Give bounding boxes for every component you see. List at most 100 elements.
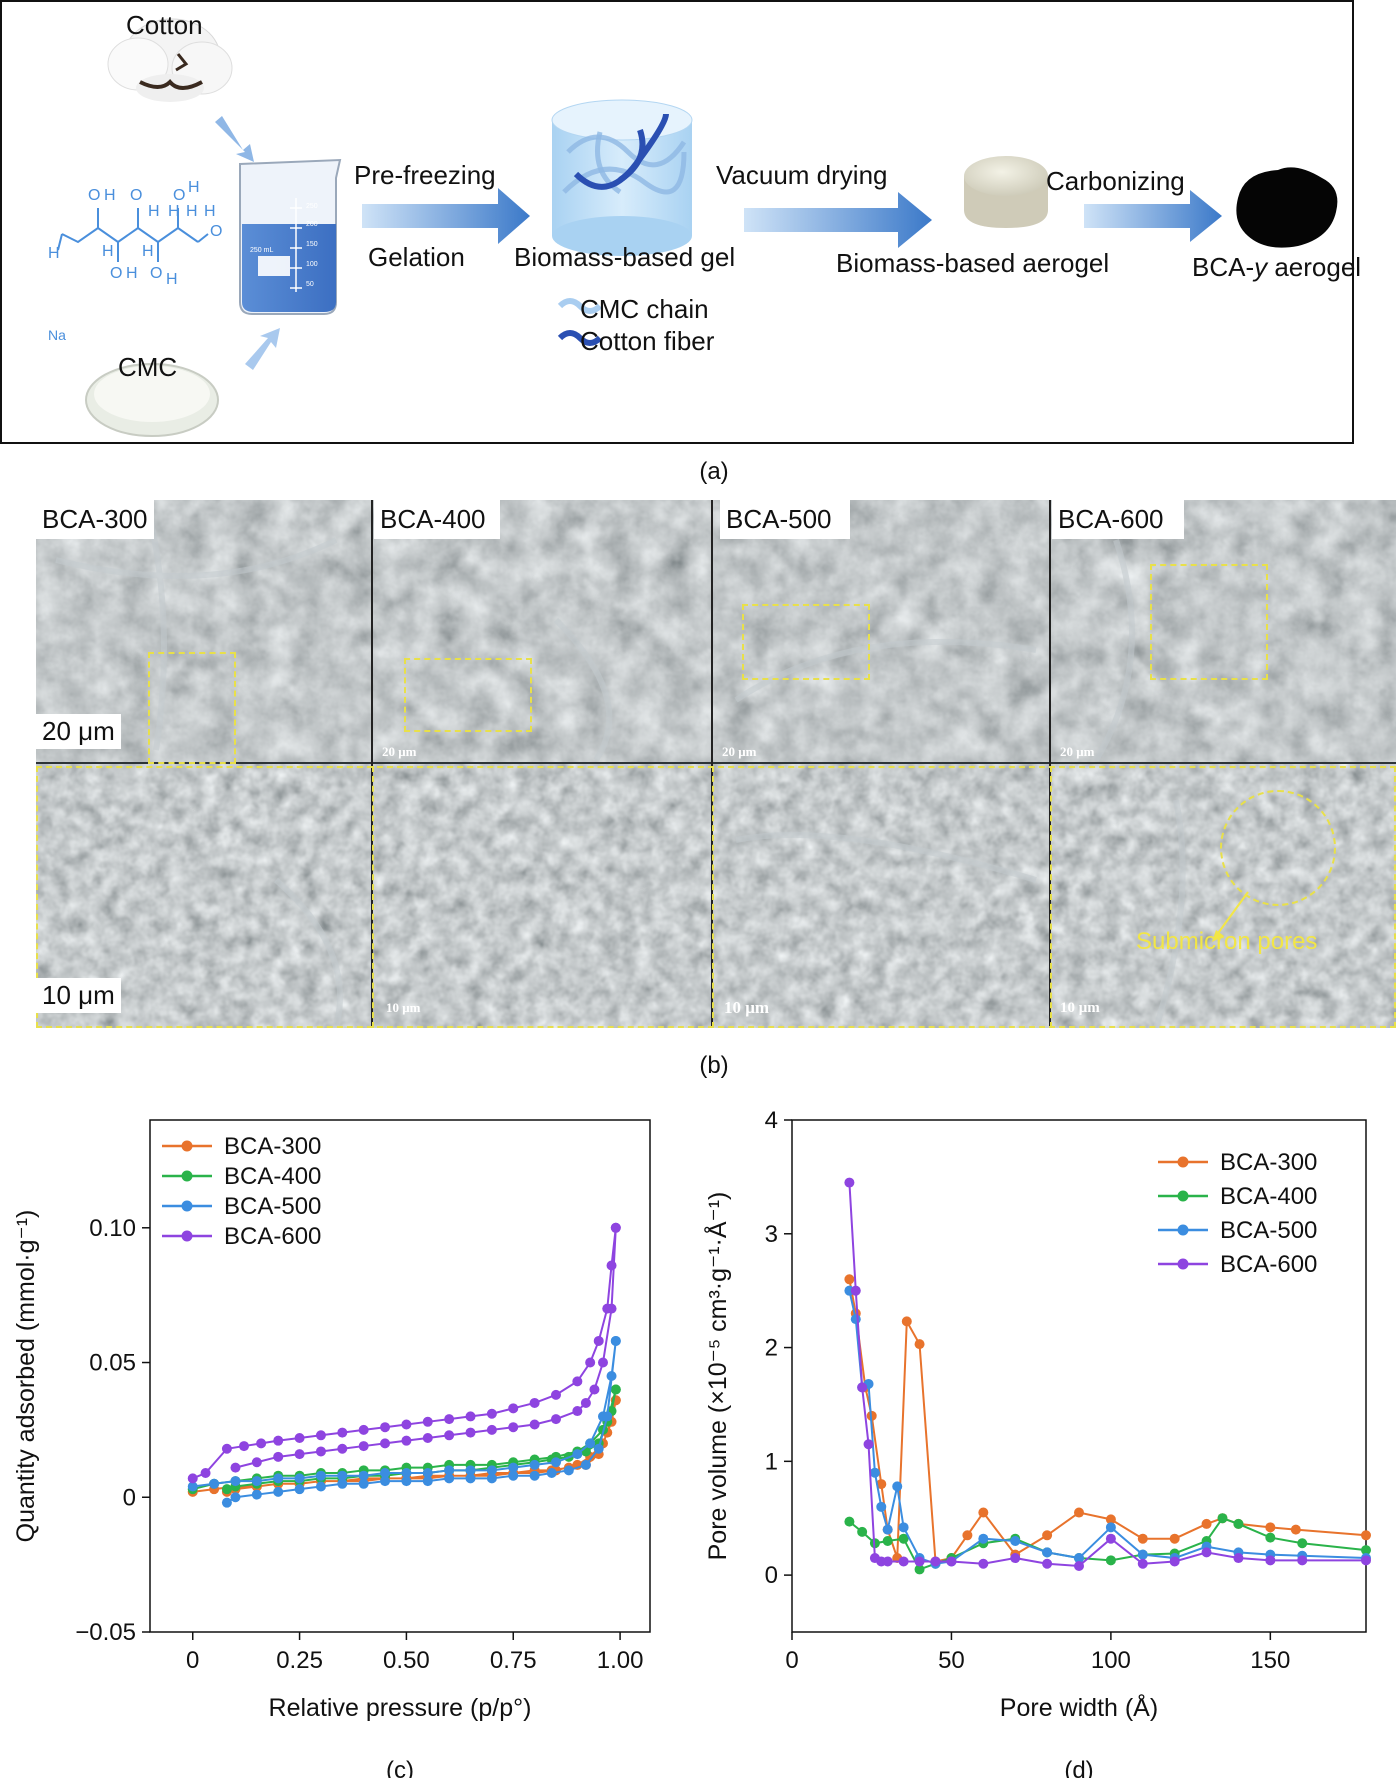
data-point [294, 1484, 305, 1495]
data-point [898, 1522, 909, 1533]
cmc-powder-image [85, 363, 219, 437]
data-point [606, 1303, 617, 1314]
data-point [251, 1457, 262, 1468]
data-point [863, 1439, 874, 1450]
bca-aerogel-image [1236, 167, 1338, 248]
data-point [593, 1443, 604, 1454]
data-point [251, 1489, 262, 1500]
data-point [529, 1397, 540, 1408]
atom-label: H [186, 203, 198, 220]
atom-label: H [204, 203, 216, 220]
step-3-top-label: Carbonizing [1046, 166, 1185, 196]
data-point [401, 1468, 412, 1479]
data-point [401, 1419, 412, 1430]
data-point [358, 1441, 369, 1452]
data-point [1297, 1555, 1308, 1566]
data-point [1265, 1532, 1276, 1543]
zoom-region-500 [742, 604, 870, 680]
scale-bar-top-400: 20 μm [382, 744, 417, 759]
legend-marker [181, 1200, 193, 1212]
data-point [401, 1476, 412, 1487]
data-point [914, 1339, 925, 1350]
data-point [610, 1384, 621, 1395]
zoom-divider [372, 766, 374, 1028]
y-tick-label: 2 [765, 1335, 778, 1362]
data-point [978, 1533, 989, 1544]
data-point [465, 1411, 476, 1422]
cmc-chain-legend-label: CMC chain [580, 294, 709, 324]
data-point [273, 1486, 284, 1497]
data-point [294, 1449, 305, 1460]
data-point [550, 1414, 561, 1425]
sem-label-600: BCA-600 [1052, 500, 1184, 539]
data-point [1010, 1553, 1021, 1564]
data-point [593, 1335, 604, 1346]
submicron-pores-label: Submicron pores [1136, 928, 1318, 955]
data-point [1169, 1556, 1180, 1567]
data-point [1169, 1533, 1180, 1544]
step-2-top-label: Vacuum drying [716, 160, 888, 190]
panel-caption: (d) [1064, 1757, 1093, 1778]
data-point [315, 1481, 326, 1492]
data-point [380, 1476, 391, 1487]
data-point [1297, 1538, 1308, 1549]
data-point [529, 1419, 540, 1430]
data-point [580, 1397, 591, 1408]
legend-label: BCA-500 [224, 1193, 321, 1220]
data-point [563, 1465, 574, 1476]
data-point [1290, 1524, 1301, 1535]
data-point [882, 1524, 893, 1535]
sem-label-300: BCA-300 [36, 500, 154, 539]
data-point [1074, 1507, 1084, 1518]
cmc-chain-legend-icon [557, 298, 603, 314]
data-point [850, 1314, 861, 1325]
legend-label: BCA-400 [224, 1163, 321, 1190]
data-point [589, 1384, 600, 1395]
data-point [550, 1457, 561, 1468]
atom-label: H [166, 271, 178, 288]
x-tick-label: 1.00 [597, 1647, 644, 1674]
data-point [315, 1470, 326, 1481]
step-1-top-label: Pre-freezing [354, 160, 496, 190]
data-point [486, 1424, 497, 1435]
data-point [1201, 1518, 1212, 1529]
atom-label: O [130, 187, 142, 204]
cotton-fiber-legend-label: Cotton fiber [580, 326, 715, 356]
atom-label: H [102, 243, 114, 260]
x-axis-label: Pore width (Å) [1000, 1692, 1158, 1722]
beaker-tick: 200 [306, 221, 318, 228]
y-axis-label: Pore volume (×10⁻⁵ cm³·g⁻¹·Å⁻¹) [702, 1192, 732, 1561]
scale-bar-bottom-500: 10 μm [724, 998, 770, 1017]
beaker-tick: 50 [306, 281, 314, 288]
data-point [1217, 1513, 1228, 1524]
data-point [294, 1473, 305, 1484]
beaker-tick: 250 [306, 203, 318, 210]
series-line-bca-600 [192, 1227, 617, 1480]
aerogel-image [964, 156, 1048, 228]
data-point [465, 1427, 476, 1438]
scale-bar-top-300: 20 μm [36, 714, 121, 749]
legend-label: BCA-500 [1220, 1217, 1317, 1244]
data-point [486, 1473, 497, 1484]
zoom-region-300 [148, 652, 236, 764]
scale-bar-top-500: 20 μm [722, 744, 757, 759]
panel-a-frame [0, 0, 1354, 444]
data-point [508, 1422, 519, 1433]
data-point [1105, 1533, 1116, 1544]
zoom-divider [1050, 766, 1052, 1028]
data-point [422, 1468, 433, 1479]
data-point [486, 1465, 497, 1476]
bca-aerogel-label: BCA-y aerogel [1192, 252, 1361, 283]
legend-label: BCA-600 [224, 1223, 321, 1250]
data-point [882, 1556, 893, 1567]
data-point [857, 1526, 868, 1537]
scale-bar-top-600: 20 μm [1060, 744, 1095, 759]
data-point [209, 1478, 220, 1489]
x-tick-label: 100 [1091, 1647, 1131, 1674]
data-point [529, 1470, 540, 1481]
data-point [444, 1430, 455, 1441]
data-point [422, 1476, 433, 1487]
panel-a-illustration: O H O H H O H H H O H H O H O H H Na 25 [48, 18, 1338, 437]
data-point [844, 1274, 855, 1285]
cotton-fiber-legend-icon [557, 330, 603, 346]
